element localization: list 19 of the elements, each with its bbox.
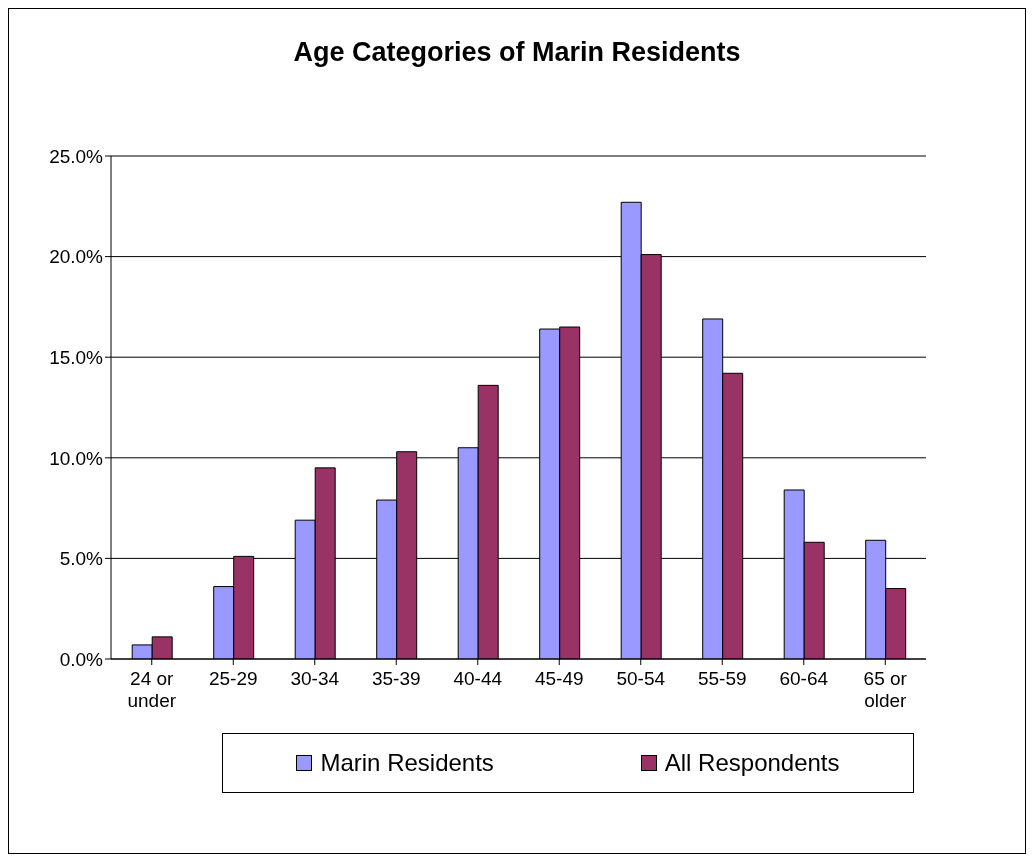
- y-tick-label: 5.0%: [59, 548, 104, 570]
- y-tick-label: 0.0%: [59, 648, 104, 670]
- x-tick-label: 40-44: [453, 668, 503, 689]
- x-tick-label: 65 or older: [863, 668, 908, 711]
- y-tick-label: 10.0%: [49, 447, 104, 469]
- legend-label: Marin Residents: [320, 749, 494, 777]
- x-tick-label: 24 or under: [127, 668, 177, 711]
- legend-label: All Respondents: [664, 749, 840, 777]
- x-tick-label: 35-39: [371, 668, 421, 689]
- x-tick-label: 60-64: [779, 668, 829, 689]
- x-tick-label: 45-49: [534, 668, 584, 689]
- y-tick-label: 20.0%: [49, 246, 104, 268]
- chart-title: Age Categories of Marin Residents: [292, 37, 742, 68]
- y-tick-label: 15.0%: [49, 346, 104, 368]
- x-tick-label: 30-34: [290, 668, 340, 689]
- x-tick-label: 50-54: [616, 668, 666, 689]
- x-tick-label: 25-29: [208, 668, 258, 689]
- y-tick-label: 25.0%: [49, 145, 104, 167]
- x-tick-label: 55-59: [697, 668, 747, 689]
